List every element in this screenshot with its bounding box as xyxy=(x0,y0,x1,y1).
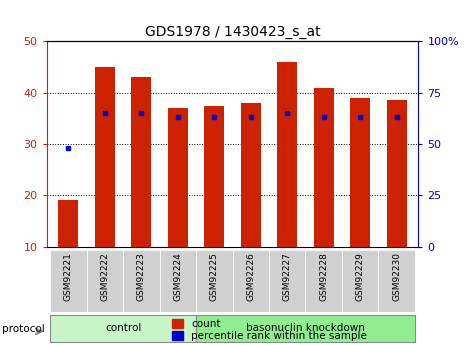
Text: GSM92228: GSM92228 xyxy=(319,252,328,301)
Title: GDS1978 / 1430423_s_at: GDS1978 / 1430423_s_at xyxy=(145,25,320,39)
Text: GSM92226: GSM92226 xyxy=(246,252,255,301)
Bar xyxy=(269,250,306,312)
Bar xyxy=(159,250,196,312)
Text: GSM92221: GSM92221 xyxy=(64,252,73,301)
Bar xyxy=(386,100,407,247)
Text: GSM92223: GSM92223 xyxy=(137,252,146,301)
Text: GSM92230: GSM92230 xyxy=(392,252,401,301)
Bar xyxy=(95,67,115,247)
Text: GSM92227: GSM92227 xyxy=(283,252,292,301)
Bar xyxy=(58,200,79,247)
Bar xyxy=(196,250,232,312)
Bar xyxy=(314,88,334,247)
Bar xyxy=(196,315,415,342)
Bar xyxy=(86,250,123,312)
Bar xyxy=(350,98,370,247)
Bar xyxy=(131,77,151,247)
Bar xyxy=(50,250,86,312)
Legend: count, percentile rank within the sample: count, percentile rank within the sample xyxy=(170,317,369,343)
Text: basonuclin knockdown: basonuclin knockdown xyxy=(246,323,365,333)
Text: control: control xyxy=(105,323,141,333)
Bar xyxy=(232,250,269,312)
Bar xyxy=(241,103,261,247)
Text: protocol: protocol xyxy=(2,324,45,334)
Bar xyxy=(306,250,342,312)
Text: GSM92222: GSM92222 xyxy=(100,252,109,301)
Bar xyxy=(204,106,224,247)
Bar xyxy=(379,250,415,312)
Bar xyxy=(277,62,297,247)
Text: GSM92229: GSM92229 xyxy=(356,252,365,301)
Bar xyxy=(123,250,159,312)
Bar xyxy=(50,315,196,342)
Bar xyxy=(342,250,379,312)
Text: GSM92225: GSM92225 xyxy=(210,252,219,301)
Text: GSM92224: GSM92224 xyxy=(173,252,182,301)
Bar xyxy=(168,108,188,247)
